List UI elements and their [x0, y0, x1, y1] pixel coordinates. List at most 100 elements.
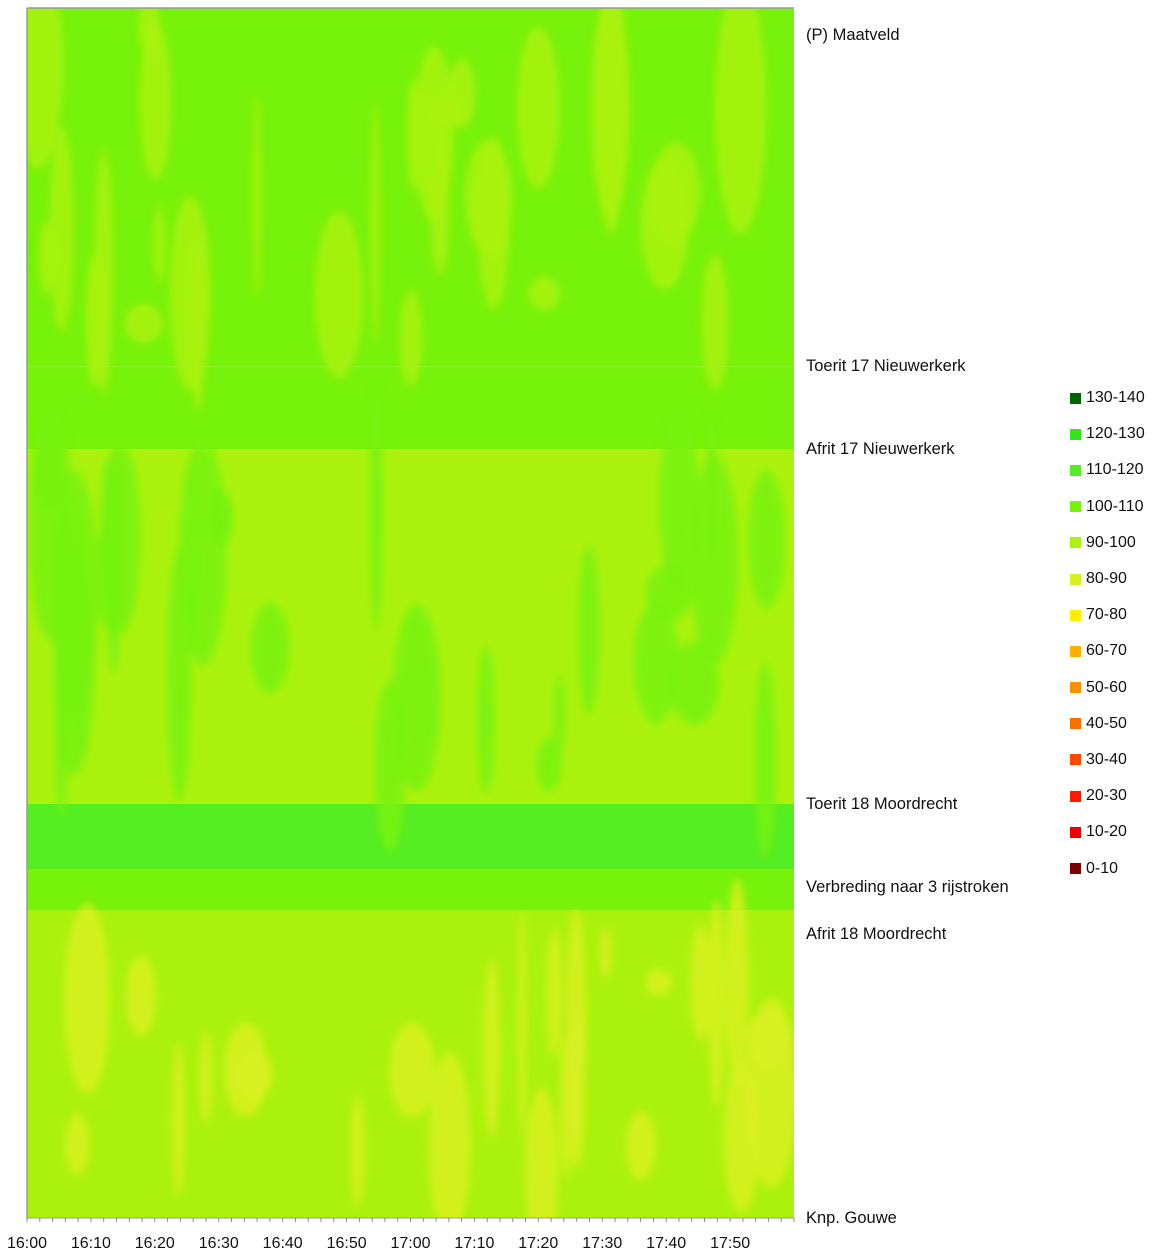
speed-patch: [745, 997, 794, 1188]
x-tick-label: 17:50: [710, 1235, 751, 1252]
speed-patch: [153, 205, 165, 283]
x-tick-label: 16:40: [262, 1235, 303, 1252]
speed-patch: [139, 22, 172, 180]
speed-patch: [28, 407, 73, 640]
axes: [26, 7, 795, 1222]
speed-patch: [27, 8, 64, 169]
speed-patch: [64, 903, 111, 1095]
speed-patch: [374, 680, 406, 853]
speed-patch: [199, 1031, 213, 1124]
legend-swatch: [1070, 537, 1081, 549]
speed-patch: [465, 139, 512, 256]
speed-patch: [701, 254, 729, 391]
speed-patch: [235, 1049, 273, 1100]
legend-label: 90-100: [1086, 533, 1136, 551]
speed-patch: [93, 521, 125, 629]
legend-swatch: [1070, 392, 1081, 404]
speed-patch: [430, 132, 450, 275]
speed-patch: [517, 26, 560, 189]
speed-patch: [528, 276, 560, 311]
speed-patch: [754, 661, 776, 859]
speed-patch: [389, 1022, 435, 1119]
legend-label: 60-70: [1086, 642, 1127, 660]
legend-swatch: [1070, 573, 1081, 585]
speed-patch: [578, 545, 600, 715]
legend-label: 110-120: [1086, 461, 1144, 479]
speed-patch: [250, 603, 290, 694]
speed-patch: [634, 601, 679, 724]
speed-patch: [85, 254, 104, 387]
speed-patch: [640, 158, 689, 290]
x-tick-label: 16:20: [134, 1235, 175, 1252]
speed-patch: [524, 1087, 559, 1218]
speed-patch: [169, 196, 211, 391]
legend-label: 100-110: [1086, 497, 1144, 515]
legend-label: 10-20: [1086, 823, 1127, 841]
legend-item: 60-70: [1070, 633, 1145, 669]
x-tick-label: 17:20: [518, 1235, 559, 1252]
speed-patch: [425, 100, 465, 128]
location-label: (P) Maatveld: [806, 26, 900, 44]
legend-item: 10-20: [1070, 814, 1145, 850]
legend-item: 50-60: [1070, 670, 1145, 706]
legend-label: 130-140: [1086, 389, 1145, 407]
speed-patch: [645, 968, 672, 996]
speed-patch: [714, 8, 767, 234]
legend-label: 70-80: [1086, 606, 1127, 624]
x-tick-label: 17:40: [646, 1235, 687, 1252]
speed-patch: [659, 410, 700, 593]
legend-item: 120-130: [1070, 416, 1145, 452]
legend-item: 90-100: [1070, 525, 1145, 561]
legend-item: 80-90: [1070, 561, 1145, 597]
x-tick-label: 16:50: [326, 1235, 367, 1252]
legend-swatch: [1070, 790, 1081, 802]
legend-swatch: [1070, 645, 1081, 657]
speed-patch: [393, 603, 441, 792]
speed-legend: 130-140 120-130 110-120 100-110 90-100 80-90 7…: [1070, 380, 1145, 887]
speed-patch: [369, 384, 383, 630]
speed-patch: [206, 488, 234, 549]
speed-patch: [566, 908, 587, 1138]
legend-label: 120-130: [1086, 425, 1145, 443]
speed-patch: [124, 304, 164, 343]
speed-patch: [252, 93, 262, 299]
speed-patch: [553, 674, 565, 755]
speed-patch: [690, 455, 739, 665]
speed-patch: [125, 955, 157, 1037]
legend-item: 100-110: [1070, 489, 1145, 525]
location-label: Knp. Gouwe: [806, 1209, 897, 1227]
speed-patch: [399, 290, 423, 387]
x-tick-label: 17:10: [454, 1235, 495, 1252]
speed-patch: [65, 1113, 90, 1175]
legend-item: 20-30: [1070, 778, 1145, 814]
speed-patch: [477, 645, 495, 794]
legend-label: 0-10: [1086, 859, 1119, 877]
x-tick-label: 16:10: [70, 1235, 111, 1252]
legend-swatch: [1070, 501, 1081, 513]
legend-label: 20-30: [1086, 787, 1127, 805]
speed-patch: [536, 738, 562, 792]
speed-patch: [725, 878, 749, 1089]
legend-item: 30-40: [1070, 742, 1145, 778]
legend-swatch: [1070, 464, 1081, 476]
speed-patch: [49, 127, 74, 333]
speed-patch: [690, 923, 711, 1042]
speed-patch: [483, 959, 501, 1139]
speed-patch: [428, 1052, 471, 1218]
speed-patch: [73, 496, 83, 752]
speed-patch: [517, 909, 527, 1139]
location-label: Afrit 17 Nieuwerkerk: [806, 440, 955, 458]
speed-patch: [350, 1093, 365, 1207]
legend-swatch: [1070, 609, 1081, 621]
legend-label: 30-40: [1086, 750, 1127, 768]
speed-band-4: [27, 803, 794, 870]
legend-swatch: [1070, 428, 1081, 440]
legend-item: 70-80: [1070, 597, 1145, 633]
legend-swatch: [1070, 682, 1081, 694]
speed-patch: [546, 928, 563, 1057]
legend-item: 110-120: [1070, 452, 1145, 488]
legend-swatch: [1070, 826, 1081, 838]
legend-item: 0-10: [1070, 850, 1145, 886]
